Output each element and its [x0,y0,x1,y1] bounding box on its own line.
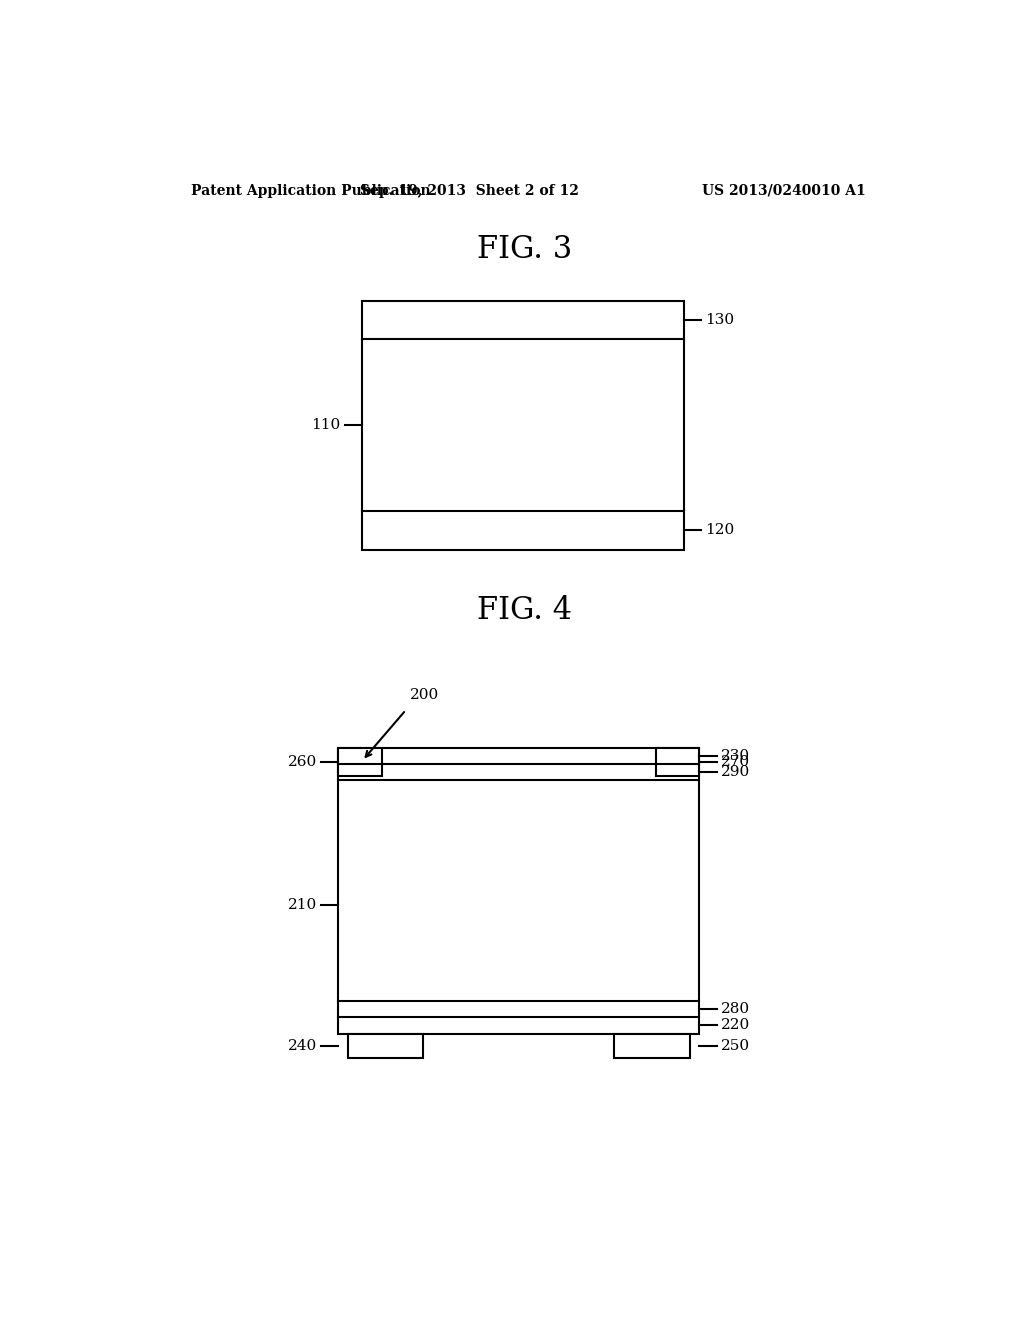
Text: 220: 220 [721,1019,750,1032]
Text: 200: 200 [410,688,439,702]
Bar [338,748,699,1034]
Text: US 2013/0240010 A1: US 2013/0240010 A1 [702,183,866,198]
Text: 110: 110 [311,418,341,432]
Text: 230: 230 [721,748,750,763]
Text: 210: 210 [288,898,316,912]
Bar [362,301,684,549]
Bar [338,748,382,776]
Text: 270: 270 [721,755,750,770]
Text: FIG. 4: FIG. 4 [477,595,572,626]
Text: 240: 240 [288,1039,316,1053]
Text: Sep. 19, 2013  Sheet 2 of 12: Sep. 19, 2013 Sheet 2 of 12 [359,183,579,198]
Bar [614,1034,690,1057]
Text: Patent Application Publication: Patent Application Publication [191,183,431,198]
Text: 120: 120 [705,524,734,537]
Text: 260: 260 [288,755,316,770]
Text: FIG. 3: FIG. 3 [477,235,572,265]
Text: 250: 250 [721,1039,750,1053]
Text: 280: 280 [721,1002,750,1016]
Text: 290: 290 [721,766,750,779]
Bar [655,748,699,776]
Text: 130: 130 [705,313,734,327]
Bar [348,1034,423,1057]
